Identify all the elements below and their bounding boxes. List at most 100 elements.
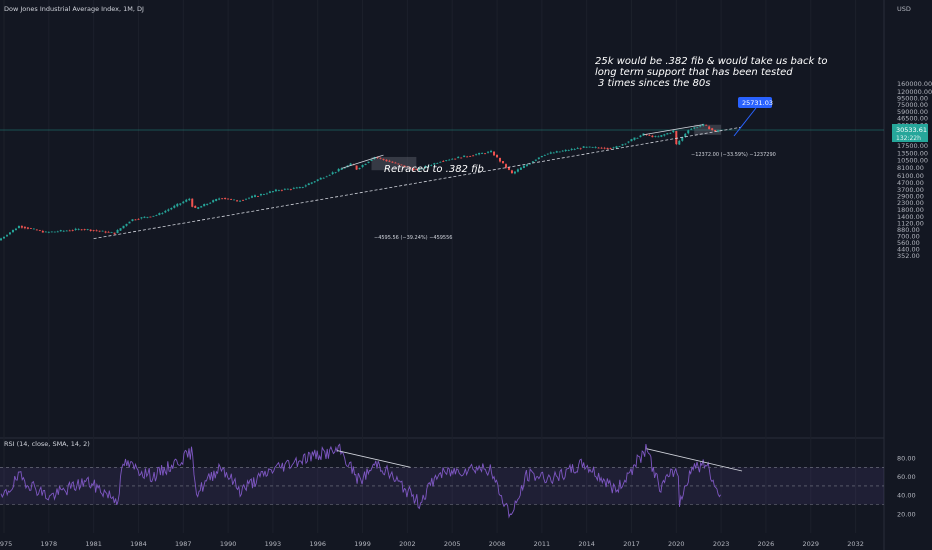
candle-body[interactable]: [259, 194, 262, 196]
candle-body[interactable]: [304, 185, 307, 187]
candle-body[interactable]: [92, 229, 95, 231]
candle-body[interactable]: [409, 167, 412, 169]
candle-body[interactable]: [561, 150, 564, 152]
candle-body[interactable]: [325, 176, 328, 178]
candle-body[interactable]: [164, 210, 167, 213]
rsi-trendline[interactable]: [646, 448, 743, 472]
note-line-1[interactable]: 25k would be .382 fib & would take us ba…: [595, 56, 828, 67]
candle-body[interactable]: [415, 169, 418, 171]
candle-body[interactable]: [645, 134, 648, 136]
candle-body[interactable]: [203, 204, 206, 207]
candle-body[interactable]: [316, 179, 319, 181]
candle-body[interactable]: [582, 146, 585, 148]
candle-body[interactable]: [510, 170, 513, 174]
measure-box[interactable]: [694, 124, 722, 135]
candle-body[interactable]: [424, 166, 427, 168]
candle-body[interactable]: [499, 157, 502, 162]
candle-body[interactable]: [493, 151, 496, 156]
candle-body[interactable]: [504, 164, 507, 168]
candle-body[interactable]: [367, 161, 370, 164]
candle-body[interactable]: [3, 236, 5, 239]
candle-body[interactable]: [307, 183, 310, 186]
candle-body[interactable]: [436, 163, 439, 164]
candle-body[interactable]: [197, 207, 200, 209]
candle-body[interactable]: [224, 197, 227, 200]
candle-body[interactable]: [134, 219, 137, 221]
candle-body[interactable]: [487, 151, 490, 153]
candle-body[interactable]: [382, 158, 385, 160]
candle-body[interactable]: [155, 215, 158, 216]
candle-body[interactable]: [555, 151, 558, 153]
candle-body[interactable]: [80, 229, 83, 231]
candle-body[interactable]: [507, 167, 510, 170]
rsi-axis[interactable]: 80.00 60.00 40.00 20.00: [897, 455, 916, 519]
candle-body[interactable]: [233, 199, 236, 201]
note-line-2[interactable]: long term support that has been tested: [595, 67, 793, 78]
candle-body[interactable]: [170, 207, 173, 210]
candle-body[interactable]: [143, 216, 146, 218]
candle-body[interactable]: [466, 156, 469, 158]
candle-body[interactable]: [185, 199, 188, 202]
candle-body[interactable]: [672, 130, 675, 133]
candle-body[interactable]: [370, 159, 373, 161]
candle-body[interactable]: [256, 196, 259, 197]
candle-body[interactable]: [286, 188, 289, 190]
candle-body[interactable]: [74, 228, 77, 230]
candle-body[interactable]: [534, 159, 537, 161]
candle-body[interactable]: [251, 196, 254, 198]
candle-body[interactable]: [50, 231, 53, 233]
candle-body[interactable]: [110, 232, 113, 233]
candle-body[interactable]: [469, 155, 472, 157]
candle-body[interactable]: [280, 189, 283, 191]
candle-body[interactable]: [59, 230, 62, 232]
candle-body[interactable]: [131, 219, 134, 221]
candle-body[interactable]: [62, 230, 65, 232]
candle-body[interactable]: [200, 206, 203, 208]
candle-body[interactable]: [313, 181, 316, 183]
candle-body[interactable]: [95, 230, 98, 232]
price-axis[interactable]: 160000.00120000.0095000.0075000.0059000.…: [897, 80, 932, 260]
candle-body[interactable]: [418, 168, 421, 171]
candle-body[interactable]: [68, 230, 71, 232]
candle-body[interactable]: [86, 229, 89, 230]
candle-body[interactable]: [451, 158, 454, 160]
candle-body[interactable]: [17, 225, 20, 229]
candle-body[interactable]: [337, 168, 340, 172]
candle-body[interactable]: [445, 160, 448, 162]
candle-body[interactable]: [310, 182, 313, 184]
candle-body[interactable]: [218, 198, 221, 200]
candle-body[interactable]: [681, 136, 684, 141]
candle-body[interactable]: [101, 230, 104, 232]
candle-body[interactable]: [277, 190, 280, 192]
rsi-pane[interactable]: [0, 443, 884, 519]
candle-body[interactable]: [576, 147, 579, 149]
candle-body[interactable]: [454, 158, 457, 160]
candle-body[interactable]: [693, 127, 696, 129]
candle-body[interactable]: [53, 231, 56, 233]
candle-body[interactable]: [687, 130, 690, 134]
candle-body[interactable]: [253, 195, 256, 197]
candle-body[interactable]: [221, 198, 224, 200]
candle-body[interactable]: [212, 200, 215, 203]
candle-body[interactable]: [116, 229, 119, 234]
candle-body[interactable]: [334, 171, 337, 173]
candle-body[interactable]: [543, 154, 546, 156]
candle-body[interactable]: [403, 165, 406, 167]
candle-body[interactable]: [573, 149, 576, 150]
measure-box[interactable]: [371, 156, 417, 171]
candle-body[interactable]: [283, 188, 286, 190]
candle-body[interactable]: [268, 191, 271, 193]
candle-body[interactable]: [699, 125, 702, 127]
candle-body[interactable]: [516, 169, 519, 172]
candle-body[interactable]: [128, 221, 131, 224]
candle-body[interactable]: [475, 154, 478, 156]
candle-body[interactable]: [651, 135, 654, 138]
candle-body[interactable]: [242, 200, 245, 201]
candle-body[interactable]: [654, 136, 657, 137]
candle-body[interactable]: [439, 161, 442, 163]
candle-body[interactable]: [433, 163, 436, 165]
candle-body[interactable]: [457, 156, 460, 159]
candle-body[interactable]: [41, 230, 44, 233]
candle-body[interactable]: [496, 154, 499, 158]
candle-body[interactable]: [301, 186, 304, 188]
